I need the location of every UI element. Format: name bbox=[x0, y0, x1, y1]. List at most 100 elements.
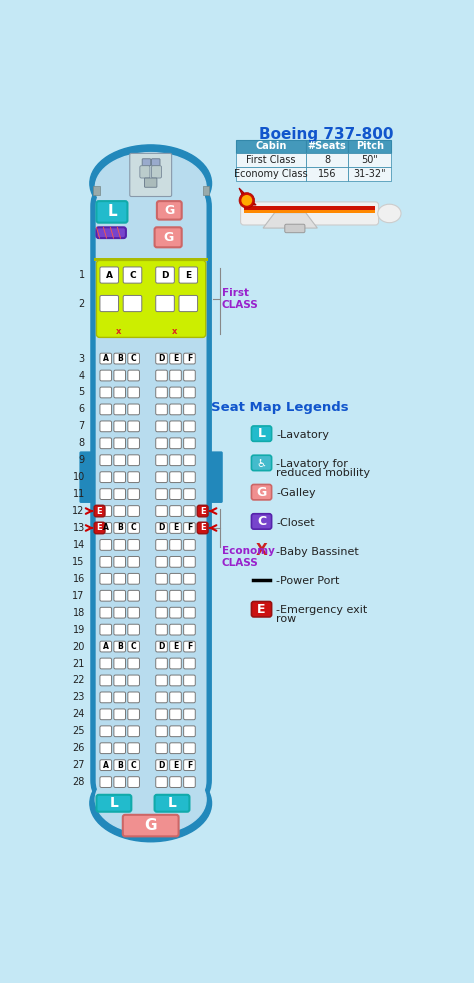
FancyBboxPatch shape bbox=[170, 624, 182, 635]
FancyBboxPatch shape bbox=[251, 514, 272, 529]
FancyBboxPatch shape bbox=[96, 260, 206, 337]
Text: Boeing 737-800: Boeing 737-800 bbox=[259, 127, 394, 143]
Text: E: E bbox=[173, 761, 178, 770]
FancyBboxPatch shape bbox=[128, 455, 139, 466]
FancyBboxPatch shape bbox=[197, 505, 208, 517]
Text: E: E bbox=[173, 524, 178, 533]
FancyBboxPatch shape bbox=[128, 743, 139, 754]
FancyBboxPatch shape bbox=[114, 437, 126, 448]
FancyBboxPatch shape bbox=[197, 522, 208, 534]
Text: C: C bbox=[131, 761, 137, 770]
FancyBboxPatch shape bbox=[114, 624, 126, 635]
FancyBboxPatch shape bbox=[183, 387, 195, 398]
FancyBboxPatch shape bbox=[114, 353, 126, 364]
FancyBboxPatch shape bbox=[128, 437, 139, 448]
FancyBboxPatch shape bbox=[170, 353, 182, 364]
FancyBboxPatch shape bbox=[100, 709, 111, 720]
FancyBboxPatch shape bbox=[170, 658, 182, 668]
FancyBboxPatch shape bbox=[157, 202, 182, 219]
Circle shape bbox=[239, 193, 255, 208]
Bar bbox=[348, 167, 391, 181]
FancyBboxPatch shape bbox=[100, 540, 111, 550]
FancyBboxPatch shape bbox=[128, 505, 139, 516]
FancyBboxPatch shape bbox=[128, 573, 139, 584]
FancyBboxPatch shape bbox=[156, 675, 167, 686]
FancyBboxPatch shape bbox=[90, 184, 212, 803]
FancyBboxPatch shape bbox=[156, 421, 167, 432]
FancyBboxPatch shape bbox=[179, 296, 198, 312]
Text: Pitch: Pitch bbox=[356, 142, 383, 151]
FancyBboxPatch shape bbox=[170, 743, 182, 754]
Text: 50": 50" bbox=[361, 155, 378, 165]
FancyBboxPatch shape bbox=[183, 743, 195, 754]
FancyBboxPatch shape bbox=[100, 267, 118, 283]
FancyBboxPatch shape bbox=[156, 455, 167, 466]
FancyBboxPatch shape bbox=[183, 353, 195, 364]
FancyBboxPatch shape bbox=[156, 387, 167, 398]
Text: 3: 3 bbox=[79, 354, 85, 364]
Text: D: D bbox=[161, 270, 169, 279]
Text: D: D bbox=[158, 354, 165, 363]
Text: #Seats: #Seats bbox=[308, 142, 346, 151]
Text: -Lavatory: -Lavatory bbox=[276, 430, 329, 439]
FancyBboxPatch shape bbox=[100, 658, 111, 668]
FancyBboxPatch shape bbox=[155, 795, 190, 812]
FancyBboxPatch shape bbox=[100, 692, 111, 703]
FancyBboxPatch shape bbox=[156, 607, 167, 618]
Text: L: L bbox=[168, 796, 176, 810]
FancyBboxPatch shape bbox=[156, 573, 167, 584]
FancyBboxPatch shape bbox=[100, 472, 111, 483]
Bar bbox=[306, 153, 348, 167]
Text: ♿: ♿ bbox=[256, 458, 266, 468]
FancyBboxPatch shape bbox=[183, 641, 195, 652]
FancyBboxPatch shape bbox=[183, 675, 195, 686]
FancyBboxPatch shape bbox=[183, 523, 195, 534]
Text: X: X bbox=[255, 544, 267, 558]
FancyBboxPatch shape bbox=[123, 267, 142, 283]
Text: E: E bbox=[185, 270, 191, 279]
FancyBboxPatch shape bbox=[100, 743, 111, 754]
Text: C: C bbox=[131, 642, 137, 651]
FancyBboxPatch shape bbox=[123, 296, 142, 312]
Text: F: F bbox=[187, 761, 192, 770]
FancyBboxPatch shape bbox=[156, 404, 167, 415]
FancyBboxPatch shape bbox=[156, 777, 167, 787]
Text: E: E bbox=[173, 642, 178, 651]
Text: x: x bbox=[116, 326, 122, 336]
Text: row: row bbox=[276, 613, 297, 624]
FancyBboxPatch shape bbox=[128, 760, 139, 771]
Text: F: F bbox=[187, 354, 192, 363]
FancyBboxPatch shape bbox=[179, 267, 198, 283]
FancyBboxPatch shape bbox=[114, 591, 126, 602]
FancyBboxPatch shape bbox=[114, 692, 126, 703]
Text: L: L bbox=[107, 204, 117, 219]
FancyBboxPatch shape bbox=[128, 591, 139, 602]
Text: G: G bbox=[163, 231, 173, 244]
Polygon shape bbox=[245, 215, 268, 223]
Text: A: A bbox=[103, 354, 109, 363]
FancyBboxPatch shape bbox=[114, 387, 126, 398]
Ellipse shape bbox=[95, 765, 206, 834]
FancyBboxPatch shape bbox=[170, 387, 182, 398]
FancyBboxPatch shape bbox=[183, 760, 195, 771]
FancyBboxPatch shape bbox=[170, 573, 182, 584]
Text: E: E bbox=[173, 354, 178, 363]
FancyBboxPatch shape bbox=[94, 505, 105, 517]
Text: B: B bbox=[117, 642, 123, 651]
FancyBboxPatch shape bbox=[170, 371, 182, 381]
Text: C: C bbox=[129, 270, 136, 279]
Text: D: D bbox=[158, 761, 165, 770]
Text: First
CLASS: First CLASS bbox=[222, 288, 259, 310]
FancyBboxPatch shape bbox=[96, 187, 207, 799]
FancyBboxPatch shape bbox=[100, 556, 111, 567]
FancyBboxPatch shape bbox=[128, 607, 139, 618]
FancyBboxPatch shape bbox=[152, 159, 160, 166]
FancyBboxPatch shape bbox=[128, 658, 139, 668]
FancyBboxPatch shape bbox=[156, 692, 167, 703]
FancyBboxPatch shape bbox=[114, 472, 126, 483]
FancyBboxPatch shape bbox=[100, 725, 111, 736]
Text: 18: 18 bbox=[73, 607, 85, 617]
Text: E: E bbox=[97, 506, 102, 515]
FancyBboxPatch shape bbox=[156, 725, 167, 736]
FancyBboxPatch shape bbox=[114, 709, 126, 720]
